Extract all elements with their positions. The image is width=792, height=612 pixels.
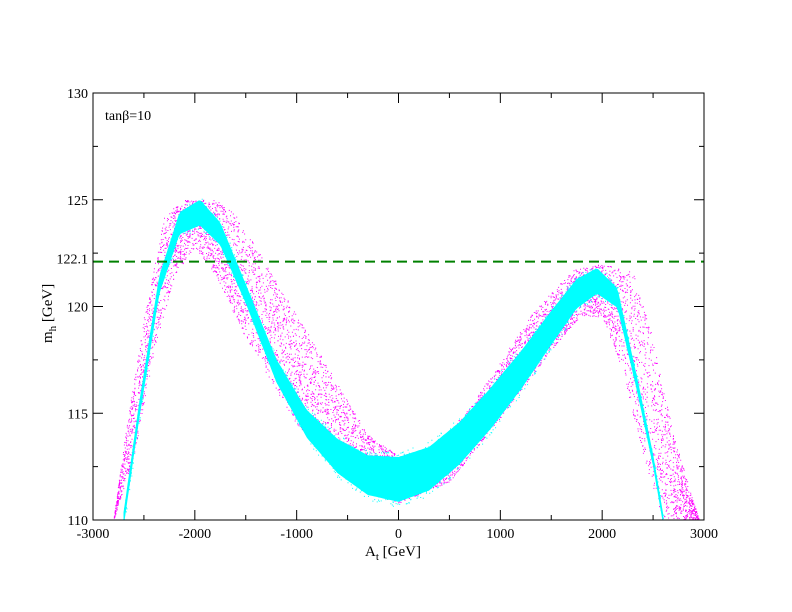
x-tick-label: 1000 bbox=[486, 527, 514, 542]
cyan-band bbox=[123, 200, 664, 520]
y-tick-label: 125 bbox=[67, 194, 88, 209]
y-tick-label: 120 bbox=[67, 301, 88, 316]
x-tick-label: 3000 bbox=[690, 527, 718, 542]
y-tick-label: 110 bbox=[68, 514, 88, 529]
y-tick-label-122-1: 122.1 bbox=[57, 253, 89, 268]
x-axis-title: At [GeV] bbox=[365, 544, 421, 563]
y-tick-label: 115 bbox=[68, 407, 88, 422]
x-tick-label: -3000 bbox=[77, 527, 110, 542]
x-tick-label: 0 bbox=[395, 527, 402, 542]
y-axis-title: mh [GeV] bbox=[40, 284, 59, 343]
x-tick-label: -1000 bbox=[280, 527, 313, 542]
x-tick-label: 2000 bbox=[588, 527, 616, 542]
tanbeta-annotation: tanβ=10 bbox=[105, 109, 151, 124]
axis-tick-labels: -3000 -2000 -1000 0 1000 2000 3000 110 115 120 125… bbox=[57, 87, 719, 542]
y-tick-label: 130 bbox=[67, 87, 88, 102]
axis-ticks bbox=[92, 92, 705, 521]
cyan-scatter-series bbox=[123, 198, 665, 520]
x-tick-label: -2000 bbox=[178, 527, 211, 542]
